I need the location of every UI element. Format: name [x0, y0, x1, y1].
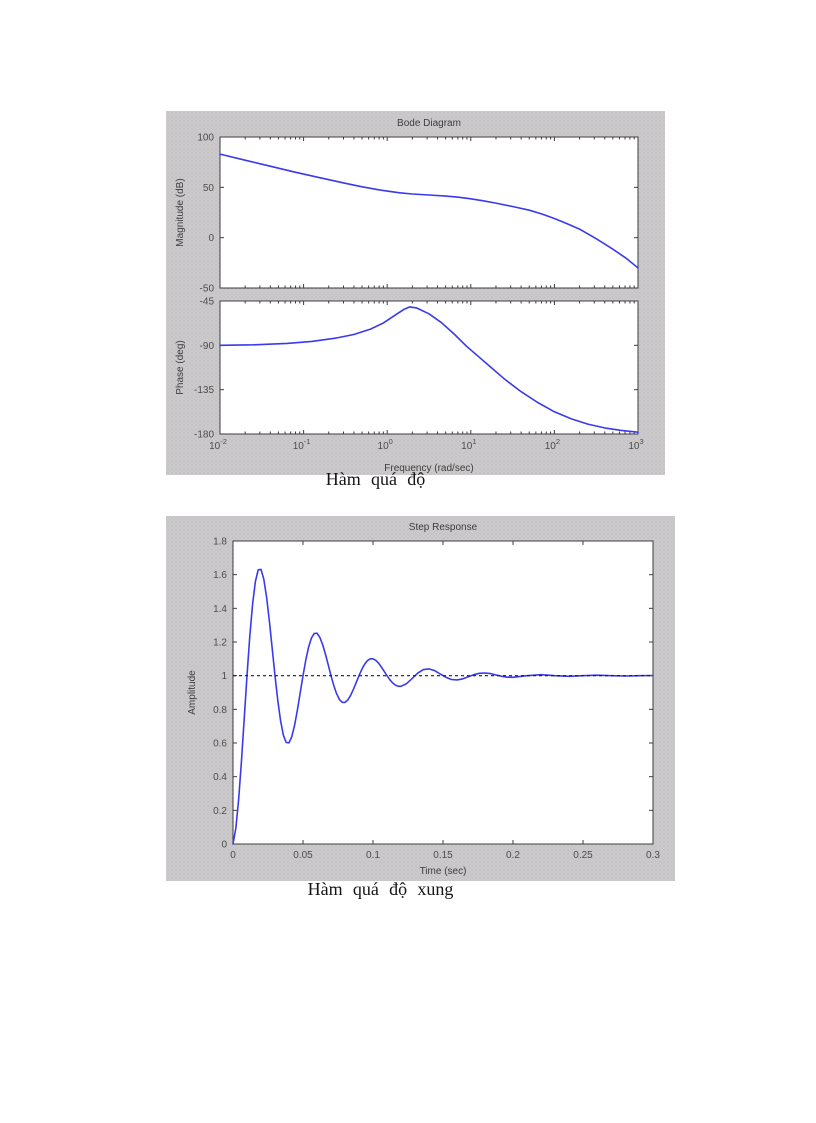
- y-tick-label: 1.2: [213, 638, 227, 649]
- y-tick-label: -135: [194, 385, 214, 396]
- x-tick-label: 103: [628, 437, 643, 452]
- y-tick-label: 100: [197, 133, 214, 144]
- y-axis-label: Amplitude: [187, 670, 198, 715]
- caption-bode: Hàm quá độ: [325, 469, 426, 489]
- y-tick-label: 0: [208, 233, 214, 244]
- x-tick-label: 100: [378, 437, 393, 452]
- step-response-figure: 0 0.05 0.1 0.15 0.2 0.25 0.3 0 0.2 0.4 0.6 0.8 1 1.2 1…: [166, 516, 675, 881]
- chart-title: Step Response: [409, 522, 478, 533]
- x-axis-label: Frequency (rad/sec): [384, 463, 473, 474]
- bode-figure: 100 50 0 -50 Bode Diagram Magnitude (dB) 10-2 1…: [166, 111, 665, 475]
- y-tick-label: -50: [200, 284, 215, 295]
- y-tick-label: -45: [200, 297, 215, 308]
- plot-area: [219, 300, 639, 435]
- x-tick-label: 0.25: [573, 850, 593, 861]
- y-tick-label: -180: [194, 430, 214, 441]
- x-tick-label: 0.05: [293, 850, 313, 861]
- y-tick-label: 0.4: [213, 772, 227, 783]
- x-tick-label: 0.2: [506, 850, 520, 861]
- y-tick-label: 0.6: [213, 739, 227, 750]
- y-tick-label: 1: [221, 671, 227, 682]
- x-tick-label: 0: [230, 850, 236, 861]
- y-tick-label: 1.6: [213, 570, 227, 581]
- x-tick-label: 101: [461, 437, 476, 452]
- plot-area: [232, 540, 654, 845]
- y-tick-label: 1.4: [213, 604, 227, 615]
- phase-plot: 10-2 10-1 100 101 102 103-45-90-135-180Freque…: [175, 297, 644, 475]
- caption-step: Hàm quá độ xung: [307, 879, 454, 899]
- y-tick-label: 0.2: [213, 806, 227, 817]
- step-response-canvas: 0 0.05 0.1 0.15 0.2 0.25 0.3 0 0.2 0.4 0.6 0.8 1 1.2 1…: [187, 522, 660, 877]
- phase-curve: [219, 306, 639, 434]
- magnitude-curve: [219, 153, 639, 269]
- plot-area: [219, 136, 639, 289]
- y-tick-label: -90: [200, 341, 215, 352]
- y-tick-label: 0.8: [213, 705, 227, 716]
- y-tick-label: 50: [203, 183, 215, 194]
- y-axis-label: Phase (deg): [175, 340, 186, 394]
- magnitude-plot: 100 50 0 -50 Bode Diagram Magnitude (dB): [175, 118, 639, 295]
- x-axis-label: Time (sec): [420, 866, 467, 877]
- x-tick-label: 0.1: [366, 850, 380, 861]
- y-tick-label: 1.8: [213, 537, 227, 548]
- y-tick-label: 0: [221, 840, 227, 851]
- x-tick-label: 10-1: [293, 437, 311, 452]
- step-response-plot: 0 0.05 0.1 0.15 0.2 0.25 0.3 0 0.2 0.4 0.6 0.8 1 1.2 1…: [187, 522, 660, 877]
- x-tick-label: 0.15: [433, 850, 453, 861]
- x-tick-label: 0.3: [646, 850, 660, 861]
- chart-title: Bode Diagram: [397, 118, 461, 129]
- x-tick-label: 102: [545, 437, 560, 452]
- y-axis-label: Magnitude (dB): [175, 178, 186, 246]
